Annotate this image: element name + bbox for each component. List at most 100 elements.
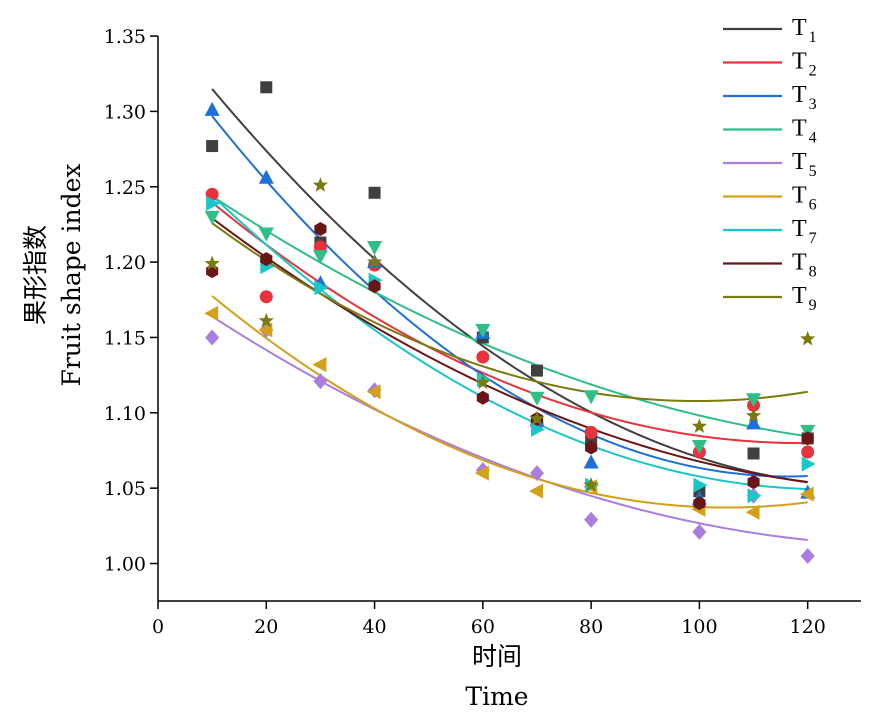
data-point-t7	[747, 488, 762, 504]
y-tick-label: 1.35	[104, 26, 146, 48]
data-point-t8	[260, 252, 273, 267]
y-ticks: 1.00 1.05 1.10 1.15 1.20 1.25 1.30 1.35	[104, 26, 158, 576]
data-point-t2	[476, 350, 490, 364]
data-point-t4	[475, 323, 491, 338]
data-point-t9	[800, 330, 816, 346]
data-point-t6	[312, 357, 327, 373]
data-point-t2	[801, 445, 815, 459]
data-point-t1	[260, 81, 273, 94]
data-point-t9	[312, 177, 329, 192]
data-point-t4	[367, 241, 383, 256]
data-point-t3	[258, 169, 274, 184]
data-point-t7	[314, 280, 329, 296]
data-point-t4	[204, 210, 220, 225]
data-point-t4	[746, 393, 762, 408]
data-point-t5	[800, 547, 815, 564]
y-tick-label: 1.25	[104, 177, 146, 199]
data-point-t9	[691, 418, 708, 433]
data-point-t2	[584, 425, 598, 439]
x-axis-title-en: Time	[465, 682, 528, 711]
data-point-t4	[583, 390, 599, 405]
legend: T 1T 2T 3T 4T 5T 6T 7T 8T 9	[723, 15, 817, 314]
x-tick-label: 40	[362, 616, 386, 638]
data-point-t9	[529, 410, 545, 426]
data-point-t8	[693, 496, 706, 511]
y-axis-title-en: Fruit shape index	[57, 164, 86, 387]
data-point-t8	[314, 221, 327, 236]
y-tick-label: 1.00	[104, 554, 146, 576]
data-point-t6	[745, 504, 760, 520]
data-point-t9	[258, 312, 274, 328]
data-point-t3	[204, 101, 220, 116]
data-point-t6	[204, 305, 219, 321]
data-point-t7	[530, 421, 545, 437]
data-point-t7	[206, 195, 221, 211]
data-point-t9	[204, 255, 220, 271]
data-point-t3	[746, 415, 762, 430]
x-tick-label: 20	[254, 616, 278, 638]
y-tick-label: 1.15	[104, 327, 146, 349]
data-point-t8	[368, 279, 381, 294]
x-tick-label: 0	[152, 616, 164, 638]
data-point-t1	[747, 447, 760, 460]
data-point-t6	[366, 384, 381, 400]
x-tick-label: 60	[471, 616, 495, 638]
x-axis-title-cn: 时间	[472, 642, 522, 671]
x-tick-label: 100	[681, 616, 717, 638]
data-point-t8	[801, 431, 814, 446]
data-point-t4	[529, 391, 545, 406]
y-axis-title-cn: 果形指数	[21, 225, 50, 325]
y-tick-label: 1.05	[104, 478, 146, 500]
x-tick-label: 120	[790, 616, 826, 638]
data-point-t9	[583, 477, 599, 492]
x-ticks: 0 20 40 60 80 100 120	[152, 601, 826, 638]
data-point-t1	[368, 186, 381, 199]
fit-line-t4	[211, 195, 808, 438]
axes	[157, 36, 861, 602]
data-point-t6	[258, 322, 273, 338]
data-point-t5	[205, 329, 220, 346]
data-point-t9	[745, 407, 762, 423]
data-point-t6	[799, 486, 814, 502]
data-point-t7	[801, 456, 816, 472]
data-point-t5	[692, 523, 707, 540]
data-point-t7	[693, 477, 708, 493]
data-point-t8	[476, 390, 489, 405]
data-point-t1	[530, 364, 543, 377]
fit-line-t9	[211, 222, 808, 403]
data-point-t2	[259, 290, 273, 304]
data-point-t9	[366, 254, 383, 269]
x-tick-label: 80	[579, 616, 603, 638]
fit-curves	[211, 88, 808, 541]
fit-line-t6	[211, 295, 808, 509]
data-point-t4	[312, 250, 328, 265]
data-point-t5	[584, 511, 599, 528]
data-point-t4	[258, 227, 274, 242]
data-point-t8	[747, 475, 760, 490]
data-point-t6	[528, 483, 543, 499]
data-point-t5	[529, 465, 544, 482]
data-points	[204, 81, 816, 564]
data-point-t6	[474, 465, 489, 481]
y-tick-label: 1.20	[104, 252, 146, 274]
data-point-t8	[585, 440, 598, 455]
fit-line-t8	[211, 217, 808, 484]
fit-line-t2	[211, 201, 808, 445]
data-point-t9	[475, 374, 491, 390]
y-tick-label: 1.30	[104, 101, 146, 123]
fit-line-t3	[211, 115, 808, 478]
data-point-t3	[583, 454, 599, 469]
data-point-t4	[691, 439, 707, 454]
fit-line-t1	[211, 88, 808, 484]
fit-line-t7	[211, 194, 808, 491]
data-point-t5	[313, 373, 328, 390]
